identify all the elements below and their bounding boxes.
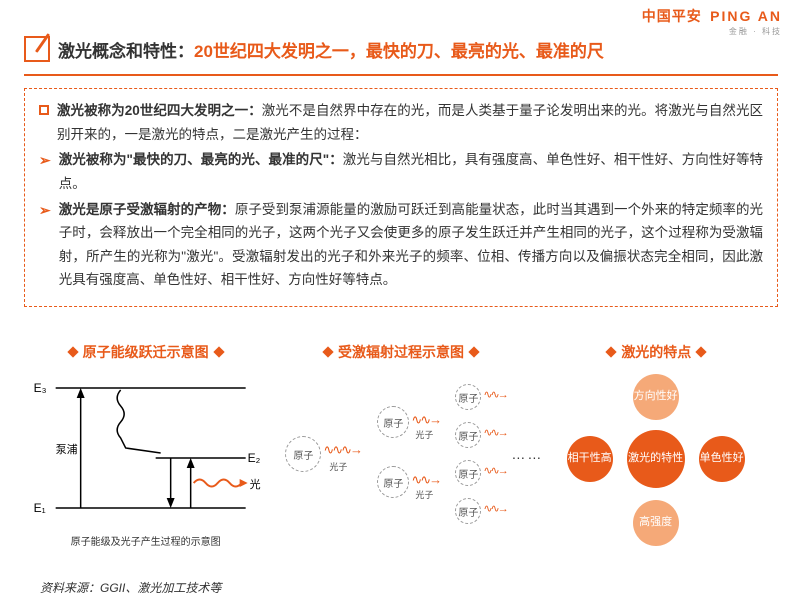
light-label: 光 xyxy=(250,477,261,491)
atom-circle: 原子 xyxy=(455,422,481,448)
diagram-body: 原子 ∿∿∿→ 光子 原子 ∿∿→ 光子 原子 ∿∿→ 光子 原子 ∿∿→ 原子… xyxy=(279,368,522,548)
energy-diagram: 原子能级跃迁示意图 E₃ E₂ E₁ 泵浦 xyxy=(24,342,267,548)
diamond-icon xyxy=(468,346,479,357)
atom-circle: 原子 xyxy=(455,384,481,410)
atom-circle: 原子 xyxy=(455,460,481,486)
feature-node: 方向性好 xyxy=(633,374,679,420)
energy-caption: 原子能级及光子产生过程的示意图 xyxy=(24,533,267,548)
features-diagram: 激光的特点 激光的特性 方向性好 单色性好 高强度 相干性高 xyxy=(535,342,778,548)
slide-title-row: 激光概念和特性：20世纪四大发明之一，最快的刀、最亮的光、最准的尺 xyxy=(24,36,778,62)
diagram-body: 激光的特性 方向性好 单色性好 高强度 相干性高 xyxy=(535,368,778,548)
photon-label: 光子 xyxy=(415,488,433,501)
pump-label: 泵浦 xyxy=(56,443,78,456)
bullet-item: ➢ 激光被称为"最快的刀、最亮的光、最准的尺"：激光与自然光相比，具有强度高、单… xyxy=(39,148,763,195)
edit-icon xyxy=(24,36,50,62)
content-box: 激光被称为20世纪四大发明之一：激光不是自然界中存在的光，而是人类基于量子论发明… xyxy=(24,88,778,307)
arrow-bullet-icon: ➢ xyxy=(39,148,51,195)
bullet-text: 激光被称为20世纪四大发明之一：激光不是自然界中存在的光，而是人类基于量子论发明… xyxy=(57,99,763,146)
brand-header: 中国平安 PING AN 金融 · 科技 xyxy=(642,6,782,37)
level-e2: E₂ xyxy=(248,451,261,465)
atom-circle: 原子 xyxy=(455,498,481,524)
diamond-icon xyxy=(213,346,224,357)
photon-wave-icon: ∿∿→ xyxy=(483,388,506,401)
photon-label: 光子 xyxy=(329,460,347,473)
brand-cn: 中国平安 xyxy=(642,6,702,26)
stimulated-diagram: 受激辐射过程示意图 原子 ∿∿∿→ 光子 原子 ∿∿→ 光子 原子 ∿∿→ 光子… xyxy=(279,342,522,548)
photon-wave-icon: ∿∿→ xyxy=(483,502,506,515)
atom-circle: 原子 xyxy=(285,436,321,472)
feature-node: 高强度 xyxy=(633,500,679,546)
diamond-icon xyxy=(606,346,617,357)
bullet-item: ➢ 激光是原子受激辐射的产物：原子受到泵浦源能量的激励可跃迁到高能量状态，此时当… xyxy=(39,198,763,293)
feature-center: 激光的特性 xyxy=(627,430,685,488)
slide-title: 激光概念和特性：20世纪四大发明之一，最快的刀、最亮的光、最准的尺 xyxy=(58,37,604,62)
diagram-title: 原子能级跃迁示意图 xyxy=(24,342,267,362)
brand-en: PING AN xyxy=(710,8,782,24)
level-e1: E₁ xyxy=(34,501,46,515)
source-text: 资料来源：GGII、激光加工技术等 xyxy=(40,579,221,596)
photon-wave-icon: ∿∿→ xyxy=(411,412,440,428)
bullet-item: 激光被称为20世纪四大发明之一：激光不是自然界中存在的光，而是人类基于量子论发明… xyxy=(39,99,763,146)
photon-wave-icon: ∿∿→ xyxy=(411,472,440,488)
feature-node: 单色性好 xyxy=(699,436,745,482)
diagrams-row: 原子能级跃迁示意图 E₃ E₂ E₁ 泵浦 xyxy=(24,342,778,548)
diamond-icon xyxy=(67,346,78,357)
square-bullet-icon xyxy=(39,105,49,115)
diamond-icon xyxy=(322,346,333,357)
title-divider xyxy=(24,74,778,76)
photon-wave-icon: ∿∿→ xyxy=(483,464,506,477)
diagram-title: 受激辐射过程示意图 xyxy=(279,342,522,362)
feature-node: 相干性高 xyxy=(567,436,613,482)
energy-svg: E₃ E₂ E₁ 泵浦 光 xyxy=(24,368,267,528)
diamond-icon xyxy=(696,346,707,357)
title-highlight: 20世纪四大发明之一，最快的刀、最亮的光、最准的尺 xyxy=(194,42,604,61)
diagram-body: E₃ E₂ E₁ 泵浦 光 原子能级及光子产生过程的示意图 xyxy=(24,368,267,548)
arrow-bullet-icon: ➢ xyxy=(39,198,51,293)
photon-label: 光子 xyxy=(415,428,433,441)
title-prefix: 激光概念和特性： xyxy=(58,42,194,61)
level-e3: E₃ xyxy=(34,381,47,395)
atom-circle: 原子 xyxy=(377,406,409,438)
diagram-title: 激光的特点 xyxy=(535,342,778,362)
photon-wave-icon: ∿∿→ xyxy=(483,426,506,439)
atom-circle: 原子 xyxy=(377,466,409,498)
photon-wave-icon: ∿∿∿→ xyxy=(323,442,361,458)
bullet-text: 激光是原子受激辐射的产物：原子受到泵浦源能量的激励可跃迁到高能量状态，此时当其遇… xyxy=(59,198,763,293)
bullet-text: 激光被称为"最快的刀、最亮的光、最准的尺"：激光与自然光相比，具有强度高、单色性… xyxy=(59,148,763,195)
